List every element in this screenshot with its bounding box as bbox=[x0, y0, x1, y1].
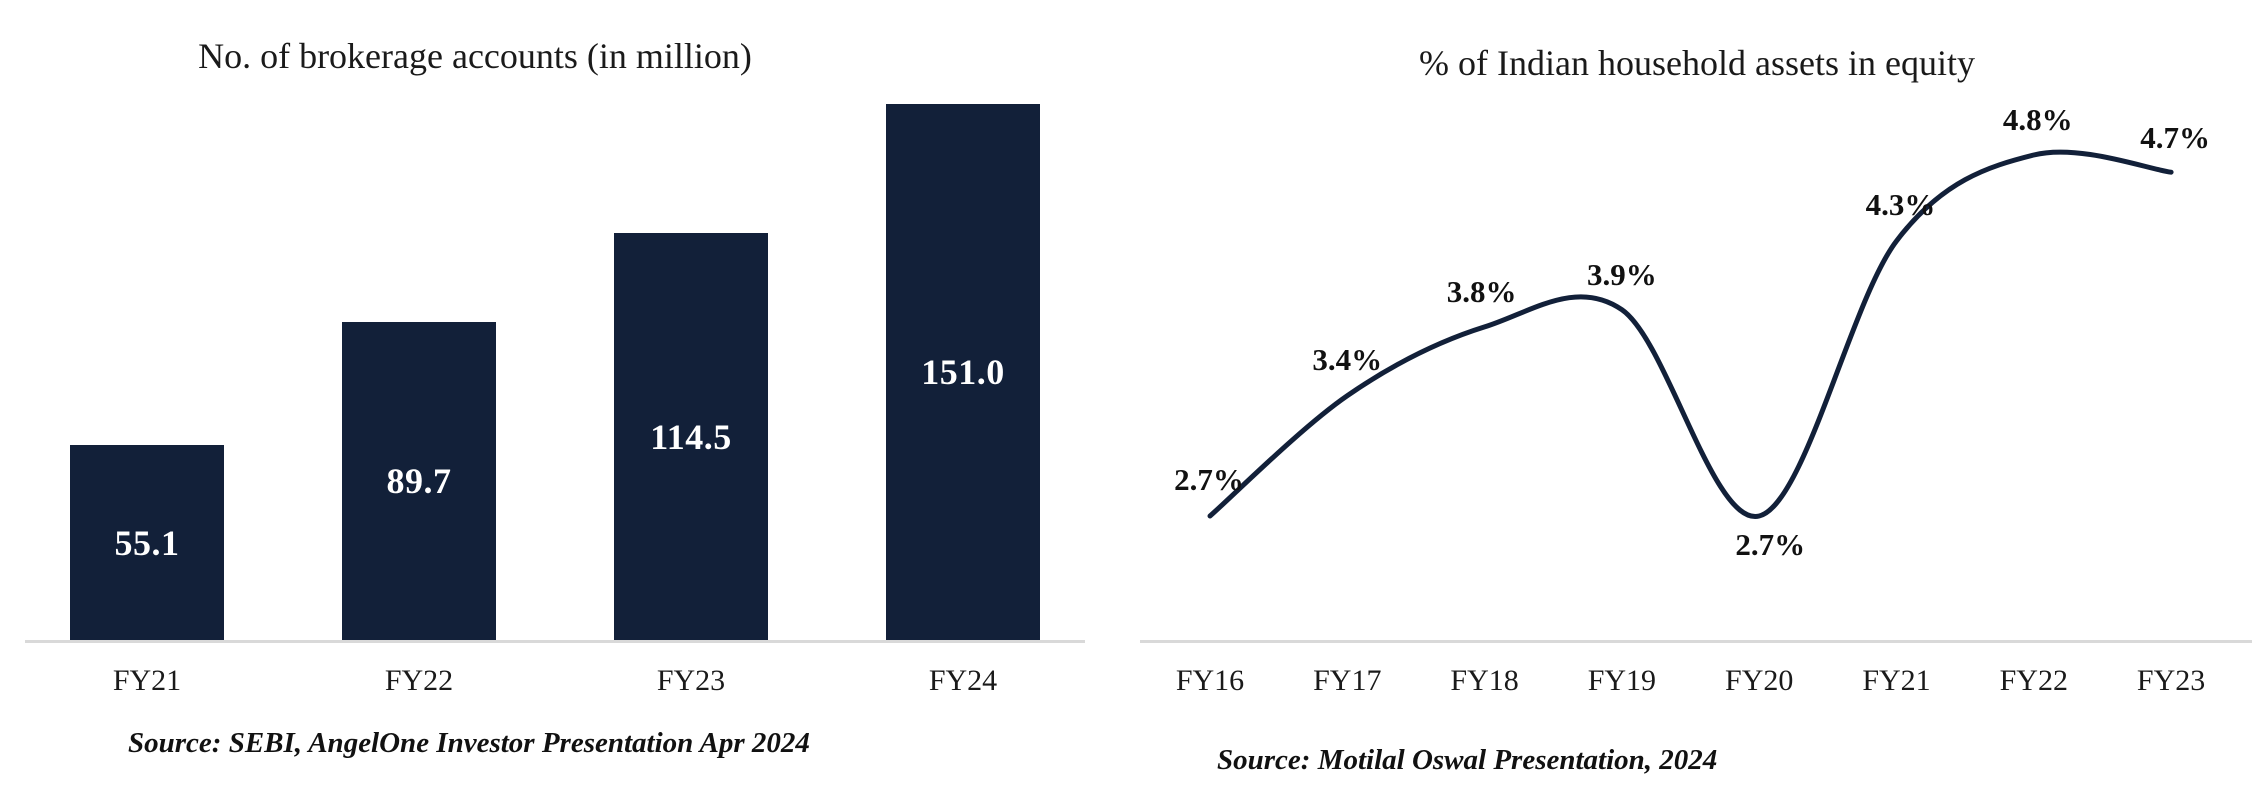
x-axis-label-fy22: FY22 bbox=[1999, 664, 2068, 697]
data-label-fy20: 2.7% bbox=[1735, 527, 1806, 562]
bar-fy23: 114.5 bbox=[614, 233, 768, 641]
x-axis-label-fy23: FY23 bbox=[656, 664, 726, 697]
x-axis-label-fy21: FY21 bbox=[1862, 664, 1931, 697]
x-axis-label-fy17: FY17 bbox=[1313, 664, 1382, 697]
x-axis-line-left bbox=[25, 640, 1085, 643]
bar-fy24: 151.0 bbox=[886, 103, 1040, 641]
x-axis-label-fy22: FY22 bbox=[384, 664, 454, 697]
x-axis-label-fy20: FY20 bbox=[1725, 664, 1794, 697]
bar-value-label: 89.7 bbox=[386, 461, 452, 502]
bar-value-label: 114.5 bbox=[650, 416, 732, 457]
data-label-fy17: 3.4% bbox=[1312, 341, 1383, 377]
data-label-fy19: 3.9% bbox=[1587, 256, 1657, 292]
data-label-fy21: 4.3% bbox=[1865, 186, 1936, 222]
data-label-fy22: 4.8% bbox=[2002, 102, 2073, 137]
bar-fy21: 55.1 bbox=[70, 444, 224, 641]
bar-chart-title: No. of brokerage accounts (in million) bbox=[198, 36, 752, 76]
bar-chart-source-note: Source: SEBI, AngelOne Investor Presenta… bbox=[128, 727, 810, 759]
data-label-fy23: 4.7% bbox=[2140, 120, 2210, 156]
x-axis-label-fy16: FY16 bbox=[1175, 664, 1245, 697]
x-axis-label-fy19: FY19 bbox=[1587, 664, 1657, 697]
line-chart-title: % of Indian household assets in equity bbox=[1419, 43, 1975, 83]
data-label-fy18: 3.8% bbox=[1446, 273, 1517, 309]
bar-value-label: 55.1 bbox=[114, 522, 180, 563]
x-axis-label-fy23: FY23 bbox=[2136, 664, 2206, 697]
data-label-fy16: 2.7% bbox=[1174, 462, 1244, 497]
x-axis-line-right bbox=[1140, 640, 2252, 643]
line-chart-source-note: Source: Motilal Oswal Presentation, 2024 bbox=[1217, 744, 1718, 776]
x-axis-label-fy18: FY18 bbox=[1450, 664, 1519, 697]
bar-value-label: 151.0 bbox=[921, 352, 1005, 393]
x-axis-label-fy21: FY21 bbox=[112, 664, 182, 697]
equity-line bbox=[1207, 149, 2174, 519]
bar-fy22: 89.7 bbox=[342, 321, 496, 641]
x-axis-label-fy24: FY24 bbox=[928, 664, 998, 697]
